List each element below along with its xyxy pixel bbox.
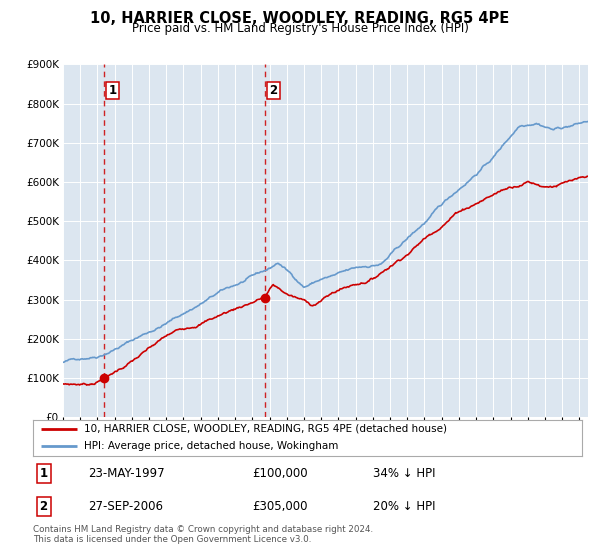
- Text: 2: 2: [269, 84, 278, 97]
- Text: 10, HARRIER CLOSE, WOODLEY, READING, RG5 4PE: 10, HARRIER CLOSE, WOODLEY, READING, RG5…: [91, 11, 509, 26]
- Text: 23-MAY-1997: 23-MAY-1997: [88, 467, 164, 480]
- Text: 34% ↓ HPI: 34% ↓ HPI: [373, 467, 436, 480]
- Text: 2: 2: [40, 500, 48, 513]
- Text: 27-SEP-2006: 27-SEP-2006: [88, 500, 163, 513]
- Text: 1: 1: [109, 84, 116, 97]
- Text: £305,000: £305,000: [253, 500, 308, 513]
- Text: 20% ↓ HPI: 20% ↓ HPI: [373, 500, 436, 513]
- Text: Contains HM Land Registry data © Crown copyright and database right 2024.
This d: Contains HM Land Registry data © Crown c…: [33, 525, 373, 544]
- Text: 1: 1: [40, 467, 48, 480]
- Text: £100,000: £100,000: [253, 467, 308, 480]
- Text: HPI: Average price, detached house, Wokingham: HPI: Average price, detached house, Woki…: [84, 441, 338, 451]
- Text: Price paid vs. HM Land Registry's House Price Index (HPI): Price paid vs. HM Land Registry's House …: [131, 22, 469, 35]
- Text: 10, HARRIER CLOSE, WOODLEY, READING, RG5 4PE (detached house): 10, HARRIER CLOSE, WOODLEY, READING, RG5…: [84, 424, 447, 434]
